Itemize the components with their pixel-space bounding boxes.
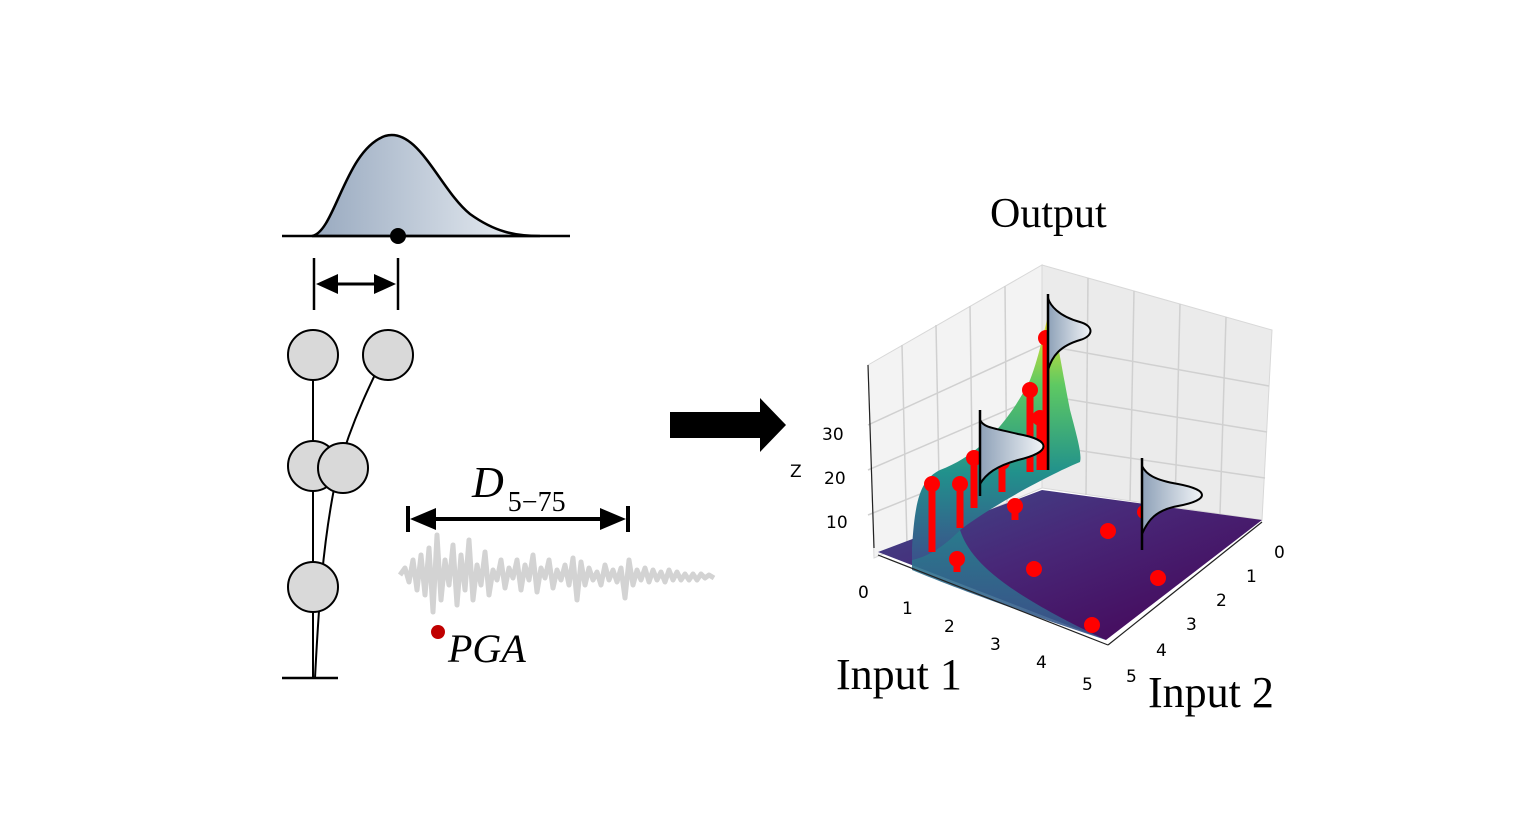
input2-label: Input 2 xyxy=(1148,668,1274,717)
surrogate-3d-plot: 30 20 10 Z 0 1 2 3 4 5 0 1 2 3 4 5 xyxy=(790,191,1285,717)
sample-point xyxy=(1150,570,1166,586)
axis-z-line xyxy=(867,364,875,549)
surface-floor xyxy=(878,490,1262,640)
pga-marker xyxy=(431,625,445,639)
sample-stem xyxy=(1022,382,1038,472)
node-mid-deformed xyxy=(317,442,369,494)
z-axis-label: Z xyxy=(790,462,802,482)
input2-tick-2: 2 xyxy=(1216,591,1227,611)
predictive-distribution-right xyxy=(1140,458,1203,550)
input1-tick-0: 0 xyxy=(858,583,869,603)
sample-stem xyxy=(949,551,965,572)
input2-tick-5: 5 xyxy=(1126,667,1137,687)
input1-tick-5: 5 xyxy=(1082,675,1093,695)
node-top-undeformed xyxy=(287,329,339,381)
duration-dimension-arrow xyxy=(406,506,630,532)
node-top-deformed xyxy=(362,329,414,381)
axis-input2-line xyxy=(1107,521,1263,646)
output-label: Output xyxy=(990,191,1107,237)
predictive-distribution-top xyxy=(1046,294,1092,470)
pga-label: PGA xyxy=(447,626,526,671)
mapping-arrow xyxy=(670,398,786,452)
input2-tick-3: 3 xyxy=(1186,615,1197,635)
sample-stem xyxy=(1007,498,1023,520)
sample-point xyxy=(1100,523,1116,539)
ground-motion-signal xyxy=(397,532,716,615)
input1-tick-3: 3 xyxy=(990,635,1001,655)
drift-dimension-arrow xyxy=(312,258,400,310)
input1-tick-1: 1 xyxy=(902,599,913,619)
grid-lines xyxy=(867,277,1270,546)
input2-tick-0: 0 xyxy=(1274,543,1285,563)
z-tick-20: 20 xyxy=(824,469,846,489)
input1-tick-2: 2 xyxy=(944,617,955,637)
input2-tick-1: 1 xyxy=(1246,567,1257,587)
duration-label-subscript: 5−75 xyxy=(508,487,566,518)
z-tick-10: 10 xyxy=(826,513,848,533)
sample-point xyxy=(1084,617,1100,633)
structure-model xyxy=(282,133,570,680)
input2-tick-4: 4 xyxy=(1156,641,1167,661)
sample-stem xyxy=(966,450,982,508)
drift-distribution-curve xyxy=(282,133,570,244)
node-bottom xyxy=(287,561,339,613)
predictive-distribution-middle xyxy=(978,410,1045,496)
deformed-column xyxy=(314,339,393,679)
training-samples xyxy=(924,330,1166,633)
z-tick-30: 30 xyxy=(822,425,844,445)
distribution-sample-point xyxy=(390,228,406,244)
duration-label: D 5−75 xyxy=(471,458,566,518)
sample-point xyxy=(1026,561,1042,577)
duration-label-main: D xyxy=(471,458,504,507)
sample-stem xyxy=(924,476,940,552)
input1-label: Input 1 xyxy=(836,650,962,699)
sample-stem xyxy=(952,476,968,528)
ground-motion-record: PGA D 5−75 xyxy=(397,458,716,671)
axis-input1-line xyxy=(877,554,1109,646)
input1-tick-4: 4 xyxy=(1036,653,1047,673)
